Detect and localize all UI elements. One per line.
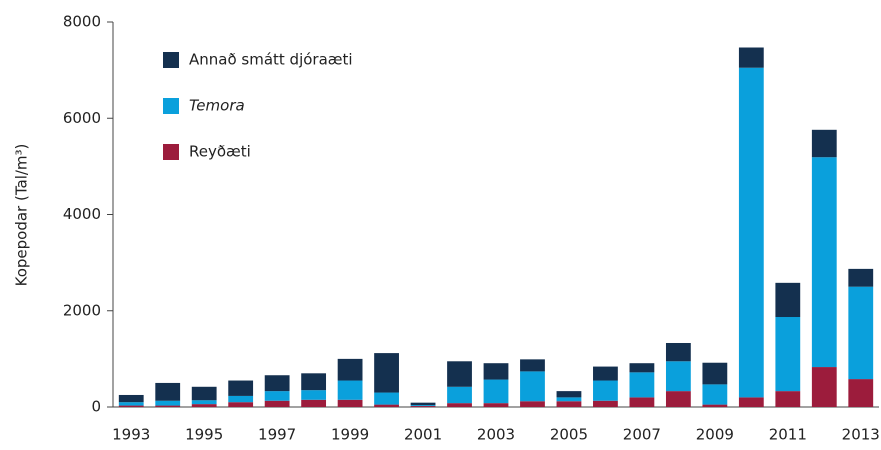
bar-segment	[483, 403, 509, 407]
bar-segment	[228, 395, 254, 403]
legend-swatch	[163, 52, 179, 68]
bar-segment	[155, 405, 181, 407]
bar-segment	[374, 404, 399, 407]
bar-segment	[447, 403, 472, 407]
bar-segment	[775, 317, 801, 392]
bar-segment	[738, 397, 764, 407]
bar-segment	[155, 400, 181, 406]
bar-segment	[848, 286, 874, 380]
bar-segment	[556, 391, 582, 398]
y-tick-label: 6000	[63, 109, 101, 127]
bar-segment	[702, 384, 728, 405]
bar-segment	[410, 406, 436, 407]
x-tick-label: 2005	[550, 426, 588, 444]
bar-segment	[665, 342, 691, 362]
x-tick-label: 2001	[404, 426, 442, 444]
y-tick-label: 8000	[63, 13, 101, 31]
bar-segment	[811, 367, 837, 407]
bar-segment	[374, 392, 399, 405]
bar-segment	[593, 380, 618, 401]
bar-segment	[301, 390, 327, 400]
bar-segment	[738, 67, 764, 398]
bar-segment	[848, 268, 874, 287]
bar-segment	[593, 366, 618, 381]
bar-segment	[337, 380, 363, 400]
bar-segment	[593, 400, 618, 407]
bar-segment	[629, 397, 655, 407]
bar-segment	[118, 394, 144, 403]
bar-segment	[337, 399, 363, 407]
x-tick-label: 1993	[112, 426, 150, 444]
bar-segment	[264, 391, 290, 401]
legend-swatch	[163, 144, 179, 160]
bar-segment	[775, 282, 801, 318]
bar-segment	[118, 405, 144, 407]
bar-segment	[191, 400, 217, 405]
bar-segment	[447, 361, 472, 387]
bar-segment	[556, 397, 582, 402]
bar-segment	[665, 391, 691, 407]
bar-segment	[228, 402, 254, 407]
y-tick-label: 4000	[63, 205, 101, 223]
bar-segment	[702, 362, 728, 385]
legend-label: Temora	[189, 97, 245, 115]
x-tick-label: 1995	[185, 426, 223, 444]
y-axis-label: Kopepodar (Tal/m³)	[13, 144, 31, 287]
bar-segment	[301, 373, 327, 391]
bar-segment	[520, 401, 545, 407]
bar-segment	[702, 404, 728, 407]
bar-segment	[629, 372, 655, 398]
bar-segment	[264, 375, 290, 392]
bar-segment	[520, 359, 545, 372]
x-tick-label: 1999	[331, 426, 369, 444]
x-tick-label: 2013	[842, 426, 880, 444]
bar-segment	[410, 405, 436, 407]
x-tick-label: 1997	[258, 426, 296, 444]
bar-segment	[191, 386, 217, 401]
legend-label: Reyðæti	[189, 143, 251, 161]
bar-segment	[483, 379, 509, 404]
bar-segment	[264, 400, 290, 407]
bar-segment	[337, 358, 363, 381]
bar-segment	[520, 371, 545, 402]
bar-segment	[191, 404, 217, 407]
bar-segment	[374, 353, 399, 393]
bar-segment	[301, 399, 327, 407]
y-tick-label: 2000	[63, 301, 101, 319]
bar-segment	[483, 363, 509, 380]
bar-segment	[738, 47, 764, 68]
x-tick-label: 2011	[769, 426, 807, 444]
x-tick-label: 2009	[696, 426, 734, 444]
bar-segment	[629, 363, 655, 373]
legend-swatch	[163, 98, 179, 114]
y-tick-label: 0	[91, 398, 101, 416]
legend-label: Annað smátt djóraæti	[189, 51, 353, 69]
bar-segment	[447, 386, 472, 404]
bar-segment	[155, 382, 181, 401]
bar-segment	[665, 361, 691, 392]
x-tick-label: 2007	[623, 426, 661, 444]
bar-segment	[811, 157, 837, 368]
bar-segment	[410, 402, 436, 406]
bar-segment	[848, 379, 874, 407]
bar-segment	[775, 391, 801, 407]
bar-segment	[118, 402, 144, 406]
bar-segment	[811, 129, 837, 158]
bar-segment	[556, 401, 582, 407]
bar-segment	[228, 380, 254, 396]
x-tick-label: 2003	[477, 426, 515, 444]
